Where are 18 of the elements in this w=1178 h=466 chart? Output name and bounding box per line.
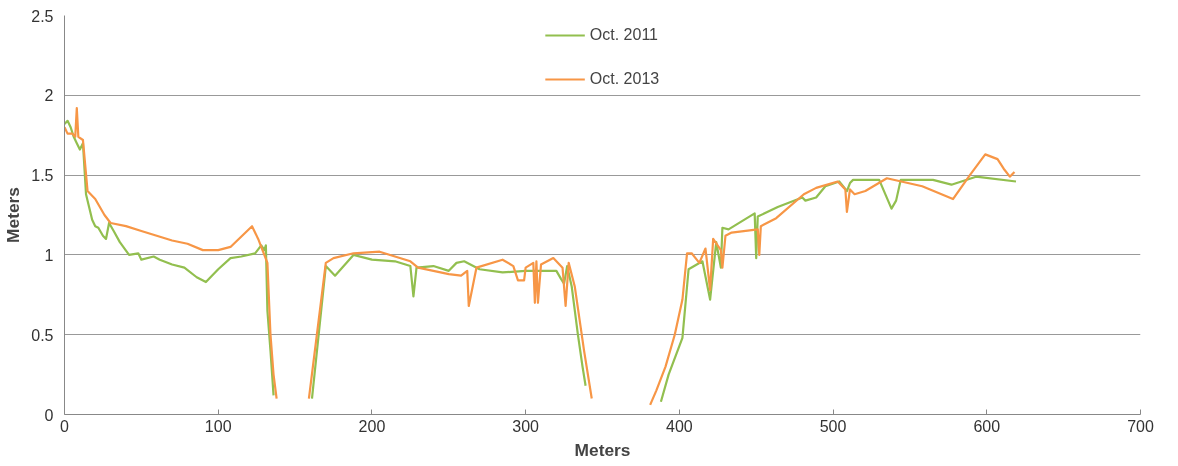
x-tick-label: 0: [60, 417, 70, 435]
y-tick-label: 2: [44, 87, 54, 105]
x-tick-label: 700: [1127, 417, 1154, 435]
x-tick-label: 300: [512, 417, 540, 435]
legend-label: Oct. 2011: [589, 26, 658, 44]
y-tick-label: 1: [44, 246, 54, 264]
y-tick-label: 1.5: [31, 167, 54, 185]
x-tick-label: 200: [358, 417, 386, 435]
y-tick-label: 2.5: [31, 7, 54, 25]
y-axis-title: Meters: [3, 187, 24, 243]
x-tick-label: 400: [666, 417, 693, 435]
x-axis-title: Meters: [574, 439, 631, 460]
y-tick-label: 0: [44, 406, 54, 424]
x-tick-label: 100: [204, 417, 232, 435]
legend-label: Oct. 2013: [589, 70, 660, 88]
x-tick-label: 600: [973, 417, 1001, 435]
y-tick-label: 0.5: [31, 326, 54, 344]
x-tick-label: 500: [819, 417, 847, 435]
